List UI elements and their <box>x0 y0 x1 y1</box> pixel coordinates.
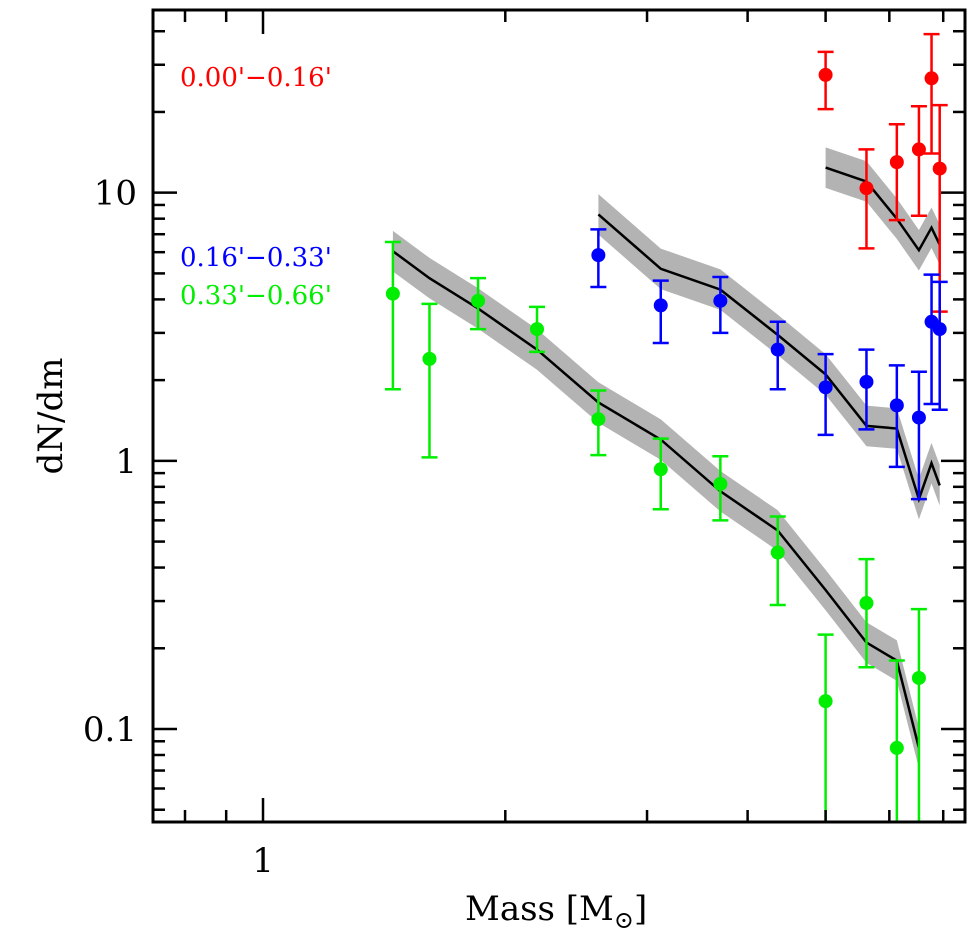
data-point <box>653 298 668 313</box>
data-point <box>422 351 437 366</box>
data-point <box>653 462 668 477</box>
y-tick-label: 0.1 <box>83 710 137 750</box>
y-tick-label: 10 <box>94 174 137 214</box>
data-point <box>713 293 728 308</box>
data-points <box>384 32 948 822</box>
x-axis-label-main: Mass [M <box>465 889 614 929</box>
model-lines <box>392 166 941 749</box>
data-point <box>859 181 874 196</box>
data-point <box>911 410 926 425</box>
legend-label-blue: 0.16'−0.33' <box>180 243 332 273</box>
x-axis-label: Mass [M⊙] <box>465 889 647 934</box>
y-axis-title: dN/dm <box>31 358 71 475</box>
data-point <box>859 596 874 611</box>
model-line-0 <box>825 166 941 253</box>
data-point <box>911 142 926 157</box>
y-tick-label: 1 <box>115 442 137 482</box>
x-axis-title: Mass [M⊙] <box>465 889 647 934</box>
data-point <box>471 293 486 308</box>
y-axis-label: dN/dm <box>31 358 71 475</box>
axes: 0.1 1 10 1 <box>83 10 965 881</box>
data-point <box>818 694 833 709</box>
model-line-2 <box>392 250 921 749</box>
data-point <box>889 398 904 413</box>
data-point <box>818 380 833 395</box>
x-axis-label-sun-symbol: ⊙ <box>614 906 634 934</box>
x-axis-label-close: ] <box>634 889 647 929</box>
data-point <box>859 374 874 389</box>
legend-label-red: 0.00'−0.16' <box>180 63 332 93</box>
model-band-1 <box>598 194 940 520</box>
data-point <box>385 286 400 301</box>
data-point <box>591 248 606 263</box>
data-point <box>530 322 545 337</box>
data-point <box>591 412 606 427</box>
data-point <box>911 670 926 685</box>
data-point <box>889 155 904 170</box>
data-point <box>818 67 833 82</box>
model-bands <box>392 147 940 769</box>
data-point <box>770 342 785 357</box>
data-point <box>924 71 939 86</box>
plot-frame <box>151 8 967 824</box>
data-point <box>889 740 904 755</box>
data-point <box>770 545 785 560</box>
x-tick-label: 1 <box>252 841 274 881</box>
data-point <box>713 476 728 491</box>
model-band-0 <box>825 147 940 271</box>
model-line-1 <box>597 213 941 504</box>
legend-label-green: 0.33'−0.66' <box>180 281 332 311</box>
data-point <box>932 161 947 176</box>
model-band-2 <box>392 230 919 769</box>
data-point <box>932 322 947 337</box>
